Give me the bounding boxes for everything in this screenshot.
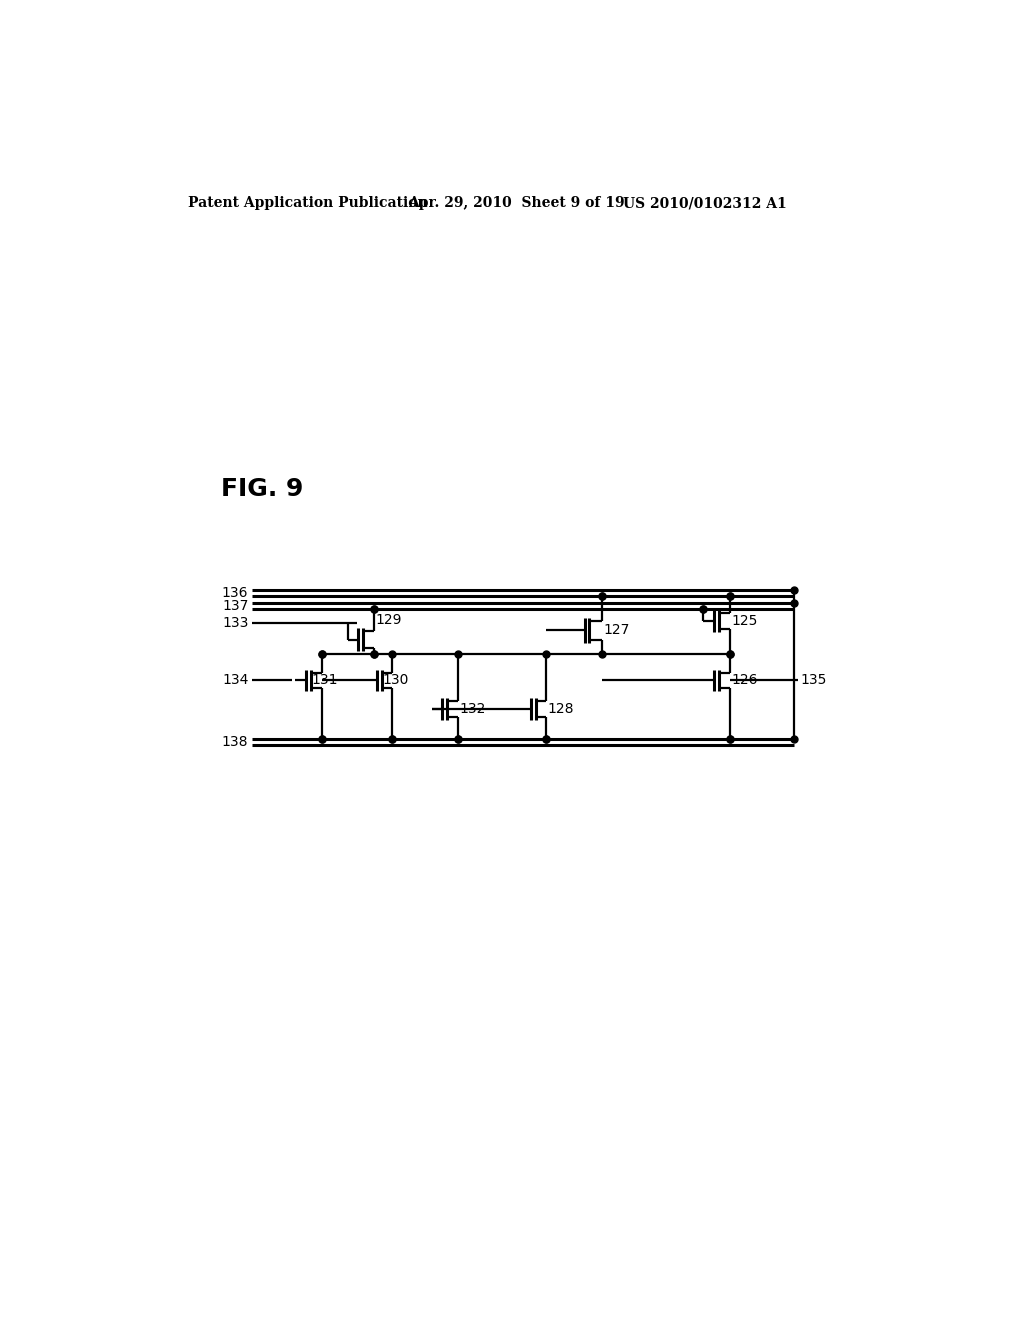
Text: 137: 137 <box>222 599 249 612</box>
Text: 131: 131 <box>311 673 338 688</box>
Text: FIG. 9: FIG. 9 <box>221 478 304 502</box>
Text: Apr. 29, 2010  Sheet 9 of 19: Apr. 29, 2010 Sheet 9 of 19 <box>408 197 625 210</box>
Text: US 2010/0102312 A1: US 2010/0102312 A1 <box>624 197 787 210</box>
Text: 135: 135 <box>801 673 826 688</box>
Text: 126: 126 <box>731 673 758 688</box>
Text: 129: 129 <box>376 612 401 627</box>
Text: 134: 134 <box>222 673 249 688</box>
Text: 125: 125 <box>731 614 758 628</box>
Text: Patent Application Publication: Patent Application Publication <box>188 197 428 210</box>
Text: 132: 132 <box>460 702 485 715</box>
Text: 136: 136 <box>222 586 249 599</box>
Text: 133: 133 <box>222 615 249 630</box>
Text: 127: 127 <box>603 623 630 638</box>
Text: 130: 130 <box>382 673 409 688</box>
Text: 128: 128 <box>548 702 574 715</box>
Text: 138: 138 <box>222 735 249 748</box>
